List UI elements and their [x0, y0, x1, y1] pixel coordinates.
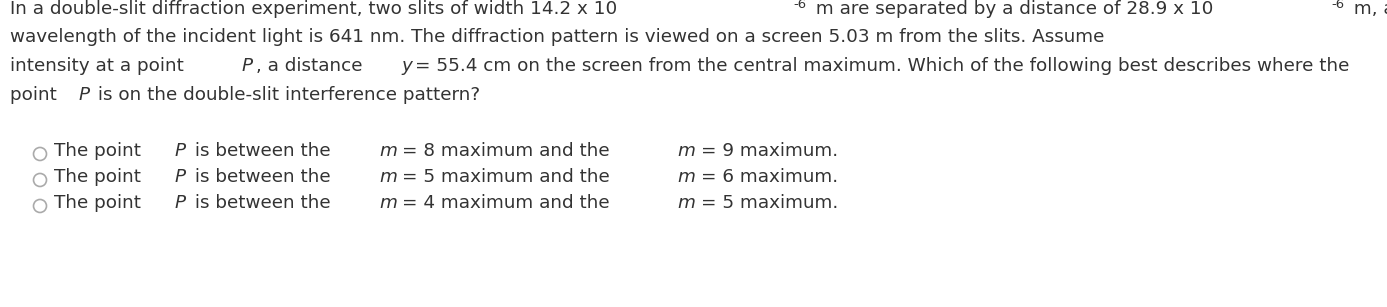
Text: is between the: is between the [189, 194, 336, 212]
Text: m: m [678, 168, 696, 186]
Text: m: m [678, 142, 695, 160]
Text: is between the: is between the [189, 142, 336, 160]
Text: P: P [175, 168, 186, 186]
Text: -6: -6 [1332, 0, 1344, 11]
Text: is between the: is between the [189, 168, 336, 186]
Text: m, and the: m, and the [1348, 0, 1387, 18]
Text: P: P [78, 86, 89, 103]
Text: = 5 maximum and the: = 5 maximum and the [402, 168, 616, 186]
Text: P: P [241, 57, 252, 75]
Text: The point: The point [54, 142, 147, 160]
Text: The point: The point [54, 168, 147, 186]
Text: = 6 maximum.: = 6 maximum. [700, 168, 838, 186]
Text: , a distance: , a distance [257, 57, 369, 75]
Text: = 4 maximum and the: = 4 maximum and the [402, 194, 616, 212]
Text: point: point [10, 86, 62, 103]
Text: In a double-slit diffraction experiment, two slits of width 14.2 x 10: In a double-slit diffraction experiment,… [10, 0, 617, 18]
Text: The point: The point [54, 194, 147, 212]
Text: wavelength of the incident light is 641 nm. The diffraction pattern is viewed on: wavelength of the incident light is 641 … [10, 29, 1110, 46]
Text: P: P [175, 142, 186, 160]
Text: intensity at a point: intensity at a point [10, 57, 190, 75]
Text: y: y [401, 57, 412, 75]
Text: P: P [175, 194, 186, 212]
Text: = 8 maximum and the: = 8 maximum and the [402, 142, 616, 160]
Text: -6: -6 [793, 0, 807, 11]
Text: = 55.4 cm on the screen from the central maximum. Which of the following best de: = 55.4 cm on the screen from the central… [415, 57, 1350, 75]
Text: m are separated by a distance of 28.9 x 10: m are separated by a distance of 28.9 x … [810, 0, 1214, 18]
Text: is on the double-slit interference pattern?: is on the double-slit interference patte… [93, 86, 480, 103]
Text: = 5 maximum.: = 5 maximum. [700, 194, 838, 212]
Text: = 9 maximum.: = 9 maximum. [700, 142, 838, 160]
Text: m: m [379, 142, 397, 160]
Text: m: m [379, 194, 397, 212]
Text: m: m [379, 168, 397, 186]
Text: m: m [678, 194, 695, 212]
